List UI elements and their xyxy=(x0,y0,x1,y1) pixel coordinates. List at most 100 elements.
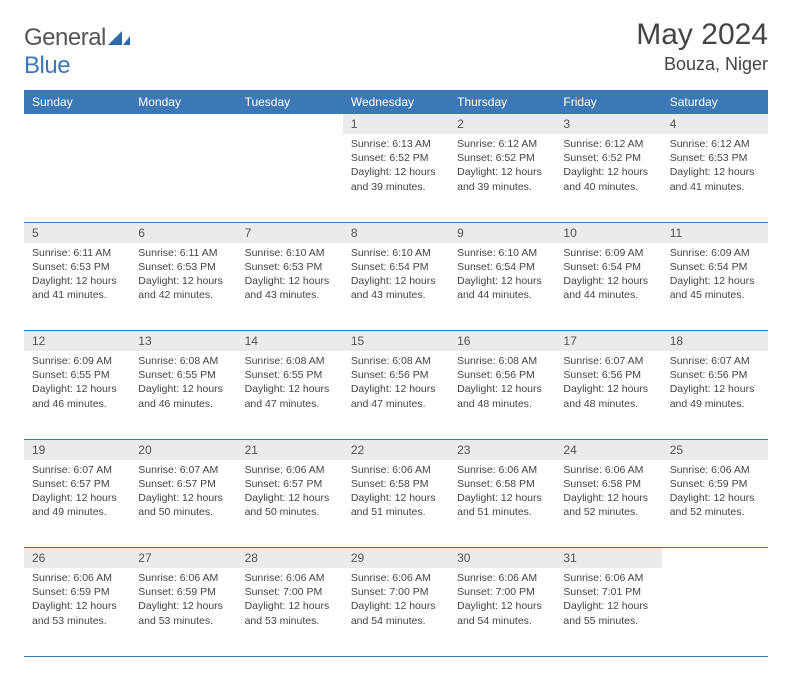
sunrise-line: Sunrise: 6:06 AM xyxy=(32,571,122,585)
day-number-cell: 16 xyxy=(449,331,555,352)
sunset-line: Sunset: 6:53 PM xyxy=(670,151,760,165)
calendar-table: SundayMondayTuesdayWednesdayThursdayFrid… xyxy=(24,90,768,657)
sunset-line: Sunset: 6:54 PM xyxy=(563,260,653,274)
sunset-line: Sunset: 6:56 PM xyxy=(457,368,547,382)
daylight-line: Daylight: 12 hours and 51 minutes. xyxy=(457,491,547,519)
sunset-line: Sunset: 7:01 PM xyxy=(563,585,653,599)
day-number-cell: 24 xyxy=(555,439,661,460)
day-detail-cell: Sunrise: 6:10 AMSunset: 6:54 PMDaylight:… xyxy=(449,243,555,331)
calendar-head: SundayMondayTuesdayWednesdayThursdayFrid… xyxy=(24,90,768,114)
day-detail-cell: Sunrise: 6:07 AMSunset: 6:56 PMDaylight:… xyxy=(555,351,661,439)
day-detail-cell xyxy=(237,134,343,222)
sunset-line: Sunset: 7:00 PM xyxy=(457,585,547,599)
daylight-line: Daylight: 12 hours and 54 minutes. xyxy=(351,599,441,627)
sunrise-line: Sunrise: 6:12 AM xyxy=(457,137,547,151)
day-detail-cell: Sunrise: 6:12 AMSunset: 6:53 PMDaylight:… xyxy=(662,134,768,222)
day-detail-cell: Sunrise: 6:12 AMSunset: 6:52 PMDaylight:… xyxy=(449,134,555,222)
sunset-line: Sunset: 6:54 PM xyxy=(670,260,760,274)
sunrise-line: Sunrise: 6:11 AM xyxy=(32,246,122,260)
day-detail-row: Sunrise: 6:06 AM Sunset: 6:59 PM Daylight:… xyxy=(24,568,768,656)
day-detail-cell: Sunrise: 6:06 AMSunset: 7:00 PMDaylight:… xyxy=(237,568,343,656)
day-number-cell: 13 xyxy=(130,331,236,352)
sunrise-line: Sunrise: 6:10 AM xyxy=(245,246,335,260)
sunrise-line: Sunrise: 6:06 AM xyxy=(245,463,335,477)
sunrise-line: Sunrise: 6:07 AM xyxy=(563,354,653,368)
day-number-cell: 27 xyxy=(130,548,236,569)
day-detail-row: Sunrise: 6:07 AMSunset: 6:57 PM Daylight:… xyxy=(24,460,768,548)
day-number-cell: 7 xyxy=(237,222,343,243)
sunrise-line: Sunrise: 6:06 AM xyxy=(457,571,547,585)
day-detail-cell: Sunrise: 6:07 AMSunset: 6:56 PMDaylight:… xyxy=(662,351,768,439)
sunset-line: Sunset: 6:59 PM xyxy=(670,477,760,491)
daylight-line: Daylight: 12 hours and 52 minutes. xyxy=(563,491,653,519)
sunset-line: Sunset: 6:57 PM xyxy=(32,477,122,491)
sunset-line: Sunset: 6:58 PM xyxy=(351,477,441,491)
day-detail-cell: Sunrise: 6:06 AMSunset: 6:59 PMDaylight:… xyxy=(130,568,236,656)
day-detail-row: Sunrise: 6:13 AM Sunset: 6:52 PM Daylight:… xyxy=(24,134,768,222)
daylight-line: Daylight: 12 hours and 50 minutes. xyxy=(245,491,335,519)
day-number-cell: 6 xyxy=(130,222,236,243)
daylight-line: Daylight: 12 hours and 47 minutes. xyxy=(245,382,335,410)
day-number-cell: 28 xyxy=(237,548,343,569)
day-number-cell: 21 xyxy=(237,439,343,460)
day-detail-cell: Sunrise: 6:13 AMSunset: 6:52 PMDaylight:… xyxy=(343,134,449,222)
day-detail-cell: Sunrise: 6:06 AMSunset: 7:01 PMDaylight:… xyxy=(555,568,661,656)
brand-part2: Blue xyxy=(24,52,70,79)
day-number-cell xyxy=(237,114,343,134)
daylight-line: Daylight: 12 hours and 43 minutes. xyxy=(245,274,335,302)
day-detail-cell: Sunrise: 6:10 AMSunset: 6:53 PMDaylight:… xyxy=(237,243,343,331)
sunset-line: Sunset: 7:00 PM xyxy=(351,585,441,599)
day-number-cell: 8 xyxy=(343,222,449,243)
day-detail-cell xyxy=(130,134,236,222)
sunrise-line: Sunrise: 6:10 AM xyxy=(457,246,547,260)
sunset-line: Sunset: 6:55 PM xyxy=(32,368,122,382)
daylight-line: Daylight: 12 hours and 48 minutes. xyxy=(563,382,653,410)
daylight-line: Daylight: 12 hours and 43 minutes. xyxy=(351,274,441,302)
daylight-line: Daylight: 12 hours and 45 minutes. xyxy=(670,274,760,302)
sunrise-line: Sunrise: 6:13 AM xyxy=(351,137,441,151)
title-block: May 2024 Bouza, Niger xyxy=(636,18,768,75)
daylight-line: Daylight: 12 hours and 53 minutes. xyxy=(245,599,335,627)
day-number-cell: 5 xyxy=(24,222,130,243)
day-number-cell xyxy=(662,548,768,569)
sunset-line: Sunset: 6:53 PM xyxy=(138,260,228,274)
day-number-cell: 17 xyxy=(555,331,661,352)
day-detail-cell: Sunrise: 6:07 AMSunset: 6:57 PMDaylight:… xyxy=(130,460,236,548)
daylight-line: Daylight: 12 hours and 51 minutes. xyxy=(351,491,441,519)
sunset-line: Sunset: 6:52 PM xyxy=(563,151,653,165)
day-number-cell: 3 xyxy=(555,114,661,134)
sunrise-line: Sunrise: 6:07 AM xyxy=(670,354,760,368)
sunset-line: Sunset: 6:53 PM xyxy=(245,260,335,274)
day-detail-cell: Sunrise: 6:06 AMSunset: 6:59 PMDaylight:… xyxy=(662,460,768,548)
sunrise-line: Sunrise: 6:10 AM xyxy=(351,246,441,260)
daylight-line: Daylight: 12 hours and 41 minutes. xyxy=(670,165,760,193)
sunrise-line: Sunrise: 6:06 AM xyxy=(457,463,547,477)
day-number-row: 567891011 xyxy=(24,222,768,243)
sunrise-line: Sunrise: 6:08 AM xyxy=(245,354,335,368)
sunrise-line: Sunrise: 6:06 AM xyxy=(670,463,760,477)
day-number-cell: 31 xyxy=(555,548,661,569)
location: Bouza, Niger xyxy=(636,54,768,75)
day-number-cell: 11 xyxy=(662,222,768,243)
day-number-row: 12131415161718 xyxy=(24,331,768,352)
day-detail-cell xyxy=(24,134,130,222)
sunset-line: Sunset: 6:59 PM xyxy=(138,585,228,599)
weekday-header: Tuesday xyxy=(237,90,343,114)
sunrise-line: Sunrise: 6:07 AM xyxy=(32,463,122,477)
brand-sail-icon xyxy=(108,24,130,52)
day-detail-cell: Sunrise: 6:06 AMSunset: 6:59 PMDaylight:… xyxy=(24,568,130,656)
sunrise-line: Sunrise: 6:08 AM xyxy=(351,354,441,368)
day-number-cell: 2 xyxy=(449,114,555,134)
daylight-line: Daylight: 12 hours and 54 minutes. xyxy=(457,599,547,627)
day-number-cell: 20 xyxy=(130,439,236,460)
sunset-line: Sunset: 6:55 PM xyxy=(245,368,335,382)
sunrise-line: Sunrise: 6:08 AM xyxy=(457,354,547,368)
sunset-line: Sunset: 6:52 PM xyxy=(457,151,547,165)
calendar-page: GeneralBlue May 2024 Bouza, Niger Sunday… xyxy=(0,0,792,675)
sunrise-line: Sunrise: 6:06 AM xyxy=(563,463,653,477)
sunrise-line: Sunrise: 6:06 AM xyxy=(351,463,441,477)
day-detail-cell: Sunrise: 6:08 AMSunset: 6:55 PMDaylight:… xyxy=(237,351,343,439)
daylight-line: Daylight: 12 hours and 46 minutes. xyxy=(138,382,228,410)
weekday-header: Saturday xyxy=(662,90,768,114)
day-number-row: 262728293031 xyxy=(24,548,768,569)
